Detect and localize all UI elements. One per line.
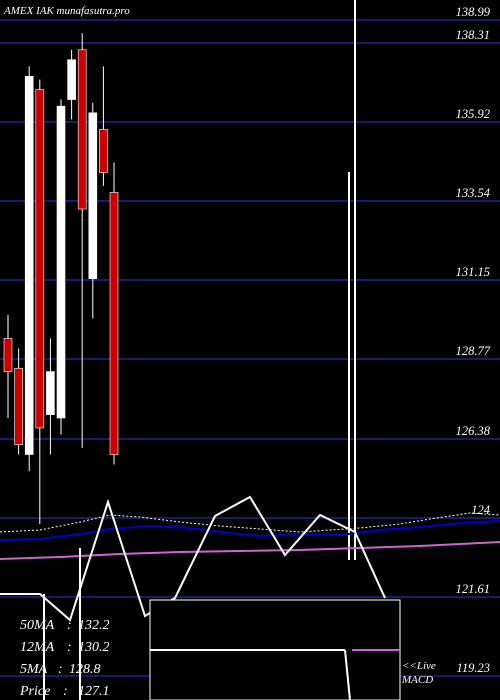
candle-body-0 (3, 338, 13, 372)
candle-body-7 (77, 49, 87, 210)
macd-live-label: <<Live (402, 660, 436, 672)
y-tick-label-7: 124 (471, 503, 490, 517)
macd-signal-drop (344, 649, 351, 700)
legend-50ma-sep: : (67, 618, 72, 633)
y-axis-ticks: 138.99 138.31 135.92 133.54 131.15 128.77 126.… (456, 5, 491, 675)
legend-price-sep: : (63, 684, 68, 699)
candle-body-3 (35, 89, 45, 429)
y-tick-label-2: 135.92 (456, 107, 490, 121)
y-tick-label-4: 131.15 (456, 265, 490, 279)
y-tick-label-8: 121.61 (456, 582, 490, 596)
candle-body-9 (99, 129, 108, 173)
legend-12ma-label: 12MA (20, 640, 55, 655)
y-tick-label-0: 138.99 (456, 5, 491, 19)
candle-body-4 (46, 371, 55, 415)
legend-5ma-label: 5MA (20, 662, 48, 677)
chart-title: AMEX IAK munafasutra.pro (3, 5, 130, 17)
legend-50ma-value: 132.2 (78, 618, 110, 633)
candle-body-1 (14, 367, 23, 445)
y-tick-label-5: 128.77 (456, 344, 491, 358)
y-tick-label-1: 138.31 (456, 28, 490, 42)
legend-12ma-sep: : (67, 640, 72, 655)
candles (3, 33, 119, 525)
candle-body-8 (88, 112, 98, 279)
candle-body-2 (24, 76, 34, 455)
ma-fast-line (0, 520, 500, 541)
legend-5ma-value: 128.8 (69, 662, 101, 677)
candle-body-10 (109, 192, 119, 455)
legend-5ma-sep: : (58, 662, 63, 677)
legend-price-value: 127.1 (78, 684, 110, 699)
candle-body-6 (67, 59, 76, 100)
legend-12ma-value: 130.2 (78, 640, 110, 655)
y-tick-label-6: 126.38 (456, 424, 491, 438)
candle-body-5 (56, 105, 66, 419)
legend-price-label: Price (19, 684, 50, 699)
y-tick-label-9: 119.23 (457, 661, 490, 675)
legend-50ma-label: 50MA (20, 618, 55, 633)
macd-sub-label: MACD (401, 674, 433, 686)
macd-line (0, 495, 386, 622)
y-tick-label-3: 133.54 (456, 186, 490, 200)
